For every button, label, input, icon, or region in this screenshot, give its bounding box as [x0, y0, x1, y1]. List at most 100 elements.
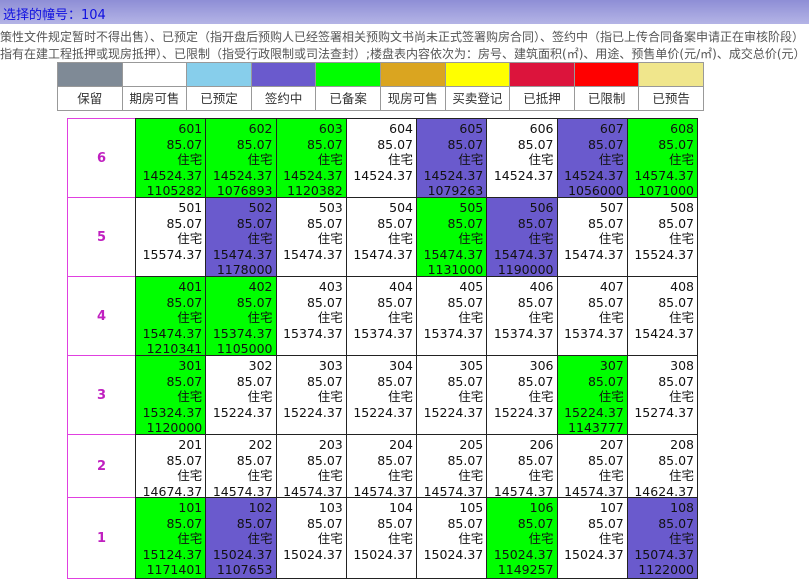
legend-label: 已预告 [638, 86, 704, 111]
unit-total: 1076893 [216, 183, 273, 199]
unit-use: 住宅 [387, 389, 413, 405]
unit-room: 304 [389, 358, 413, 373]
unit-room: 203 [318, 437, 343, 452]
unit-area: 85.07 [587, 136, 624, 152]
unit-cell: 108 85.07 住宅 15074.37 1122000 [626, 497, 698, 579]
unit-area: 85.07 [306, 136, 343, 152]
floor-label: 4 [67, 276, 136, 356]
unit-area: 85.07 [658, 452, 694, 468]
unit-room: 602 [248, 121, 273, 136]
unit-cell: 604 85.07 住宅 14524.37 [345, 118, 417, 198]
unit-area: 85.07 [447, 215, 484, 231]
unit-cell: 101 85.07 住宅 15124.37 1171401 [135, 497, 207, 579]
unit-area: 85.07 [658, 515, 694, 531]
unit-room: 503 [318, 200, 343, 215]
floor-label: 6 [67, 118, 136, 198]
unit-price: 15374.37 [564, 325, 624, 341]
unit-room: 402 [248, 279, 273, 294]
unit-room: 306 [529, 358, 554, 373]
unit-room: 502 [248, 200, 273, 215]
unit-price: 15374.37 [353, 325, 413, 341]
unit-price: 15474.37 [564, 246, 624, 262]
unit-use: 住宅 [458, 310, 484, 326]
legend-label: 现房可售 [380, 86, 446, 111]
unit-price: 14524.37 [212, 167, 273, 183]
legend-swatch [121, 62, 188, 87]
unit-cell: 608 85.07 住宅 14574.37 1071000 [626, 118, 698, 199]
unit-price: 15024.37 [353, 546, 413, 562]
unit-price: 14574.37 [353, 483, 413, 499]
unit-room: 207 [599, 437, 624, 452]
unit-area: 85.07 [236, 373, 273, 389]
unit-use: 住宅 [177, 531, 203, 547]
legend-label: 期房可售 [121, 86, 188, 111]
unit-price: 15024.37 [283, 546, 343, 562]
unit-use: 住宅 [598, 310, 624, 326]
unit-area: 85.07 [587, 515, 624, 531]
unit-cell: 304 85.07 住宅 15224.37 [345, 355, 417, 435]
unit-area: 85.07 [166, 452, 203, 468]
unit-price: 15024.37 [493, 546, 554, 562]
unit-room: 403 [318, 279, 343, 294]
unit-price: 15324.37 [142, 404, 203, 420]
unit-room: 505 [459, 200, 484, 215]
unit-use: 住宅 [458, 531, 484, 547]
unit-use: 住宅 [668, 531, 694, 547]
legend-swatch [315, 62, 381, 87]
unit-price: 14574.37 [212, 483, 273, 499]
unit-price: 15224.37 [423, 404, 484, 420]
unit-room: 408 [670, 279, 694, 294]
unit-area: 85.07 [236, 136, 273, 152]
unit-area: 85.07 [517, 294, 554, 310]
unit-room: 606 [529, 121, 554, 136]
unit-price: 14574.37 [564, 483, 624, 499]
unit-room: 508 [670, 200, 694, 215]
unit-use: 住宅 [177, 231, 203, 247]
unit-area: 85.07 [447, 515, 484, 531]
unit-area: 85.07 [377, 294, 413, 310]
unit-area: 85.07 [306, 373, 343, 389]
unit-room: 208 [670, 437, 694, 452]
unit-room: 608 [670, 121, 694, 136]
unit-room: 102 [248, 500, 273, 515]
floor-label: 3 [67, 355, 136, 435]
unit-total: 1122000 [638, 562, 694, 578]
unit-use: 住宅 [598, 531, 624, 547]
unit-cell: 504 85.07 住宅 15474.37 [345, 197, 417, 277]
unit-use: 住宅 [317, 468, 343, 484]
unit-room: 501 [178, 200, 203, 215]
unit-use: 住宅 [528, 468, 554, 484]
unit-cell: 606 85.07 住宅 14524.37 [486, 118, 558, 198]
unit-area: 85.07 [377, 515, 413, 531]
floor-label: 1 [67, 497, 136, 579]
unit-use: 住宅 [458, 468, 484, 484]
unit-cell: 602 85.07 住宅 14524.37 1076893 [205, 118, 277, 199]
unit-cell: 501 85.07 住宅 15574.37 [135, 197, 207, 277]
unit-cell: 406 85.07 住宅 15374.37 [486, 276, 558, 356]
unit-total: 1071000 [638, 183, 694, 199]
unit-cell: 301 85.07 住宅 15324.37 1120000 [135, 355, 207, 435]
unit-price: 14524.37 [564, 167, 624, 183]
unit-cell: 104 85.07 住宅 15024.37 [345, 497, 417, 579]
unit-room: 206 [529, 437, 554, 452]
unit-area: 85.07 [517, 515, 554, 531]
unit-room: 305 [459, 358, 484, 373]
unit-cell: 407 85.07 住宅 15374.37 [556, 276, 628, 356]
unit-use: 住宅 [247, 468, 273, 484]
unit-cell: 205 85.07 住宅 14574.37 [416, 434, 488, 499]
unit-cell: 208 85.07 住宅 14624.37 [626, 434, 698, 499]
legend-swatch [573, 62, 640, 87]
unit-area: 85.07 [377, 452, 413, 468]
unit-use: 住宅 [668, 389, 694, 405]
unit-use: 住宅 [668, 231, 694, 247]
unit-area: 85.07 [447, 294, 484, 310]
unit-room: 301 [178, 358, 203, 373]
unit-total: 1056000 [568, 183, 624, 199]
unit-price: 15374.37 [423, 325, 484, 341]
note: 策性文件规定暂时不得出售）、已预定（指开盘后预购人已经签署相关预购文书尚未正式签… [0, 30, 805, 44]
unit-room: 605 [459, 121, 484, 136]
unit-area: 85.07 [658, 215, 694, 231]
unit-use: 住宅 [387, 310, 413, 326]
legend-swatch [380, 62, 446, 87]
